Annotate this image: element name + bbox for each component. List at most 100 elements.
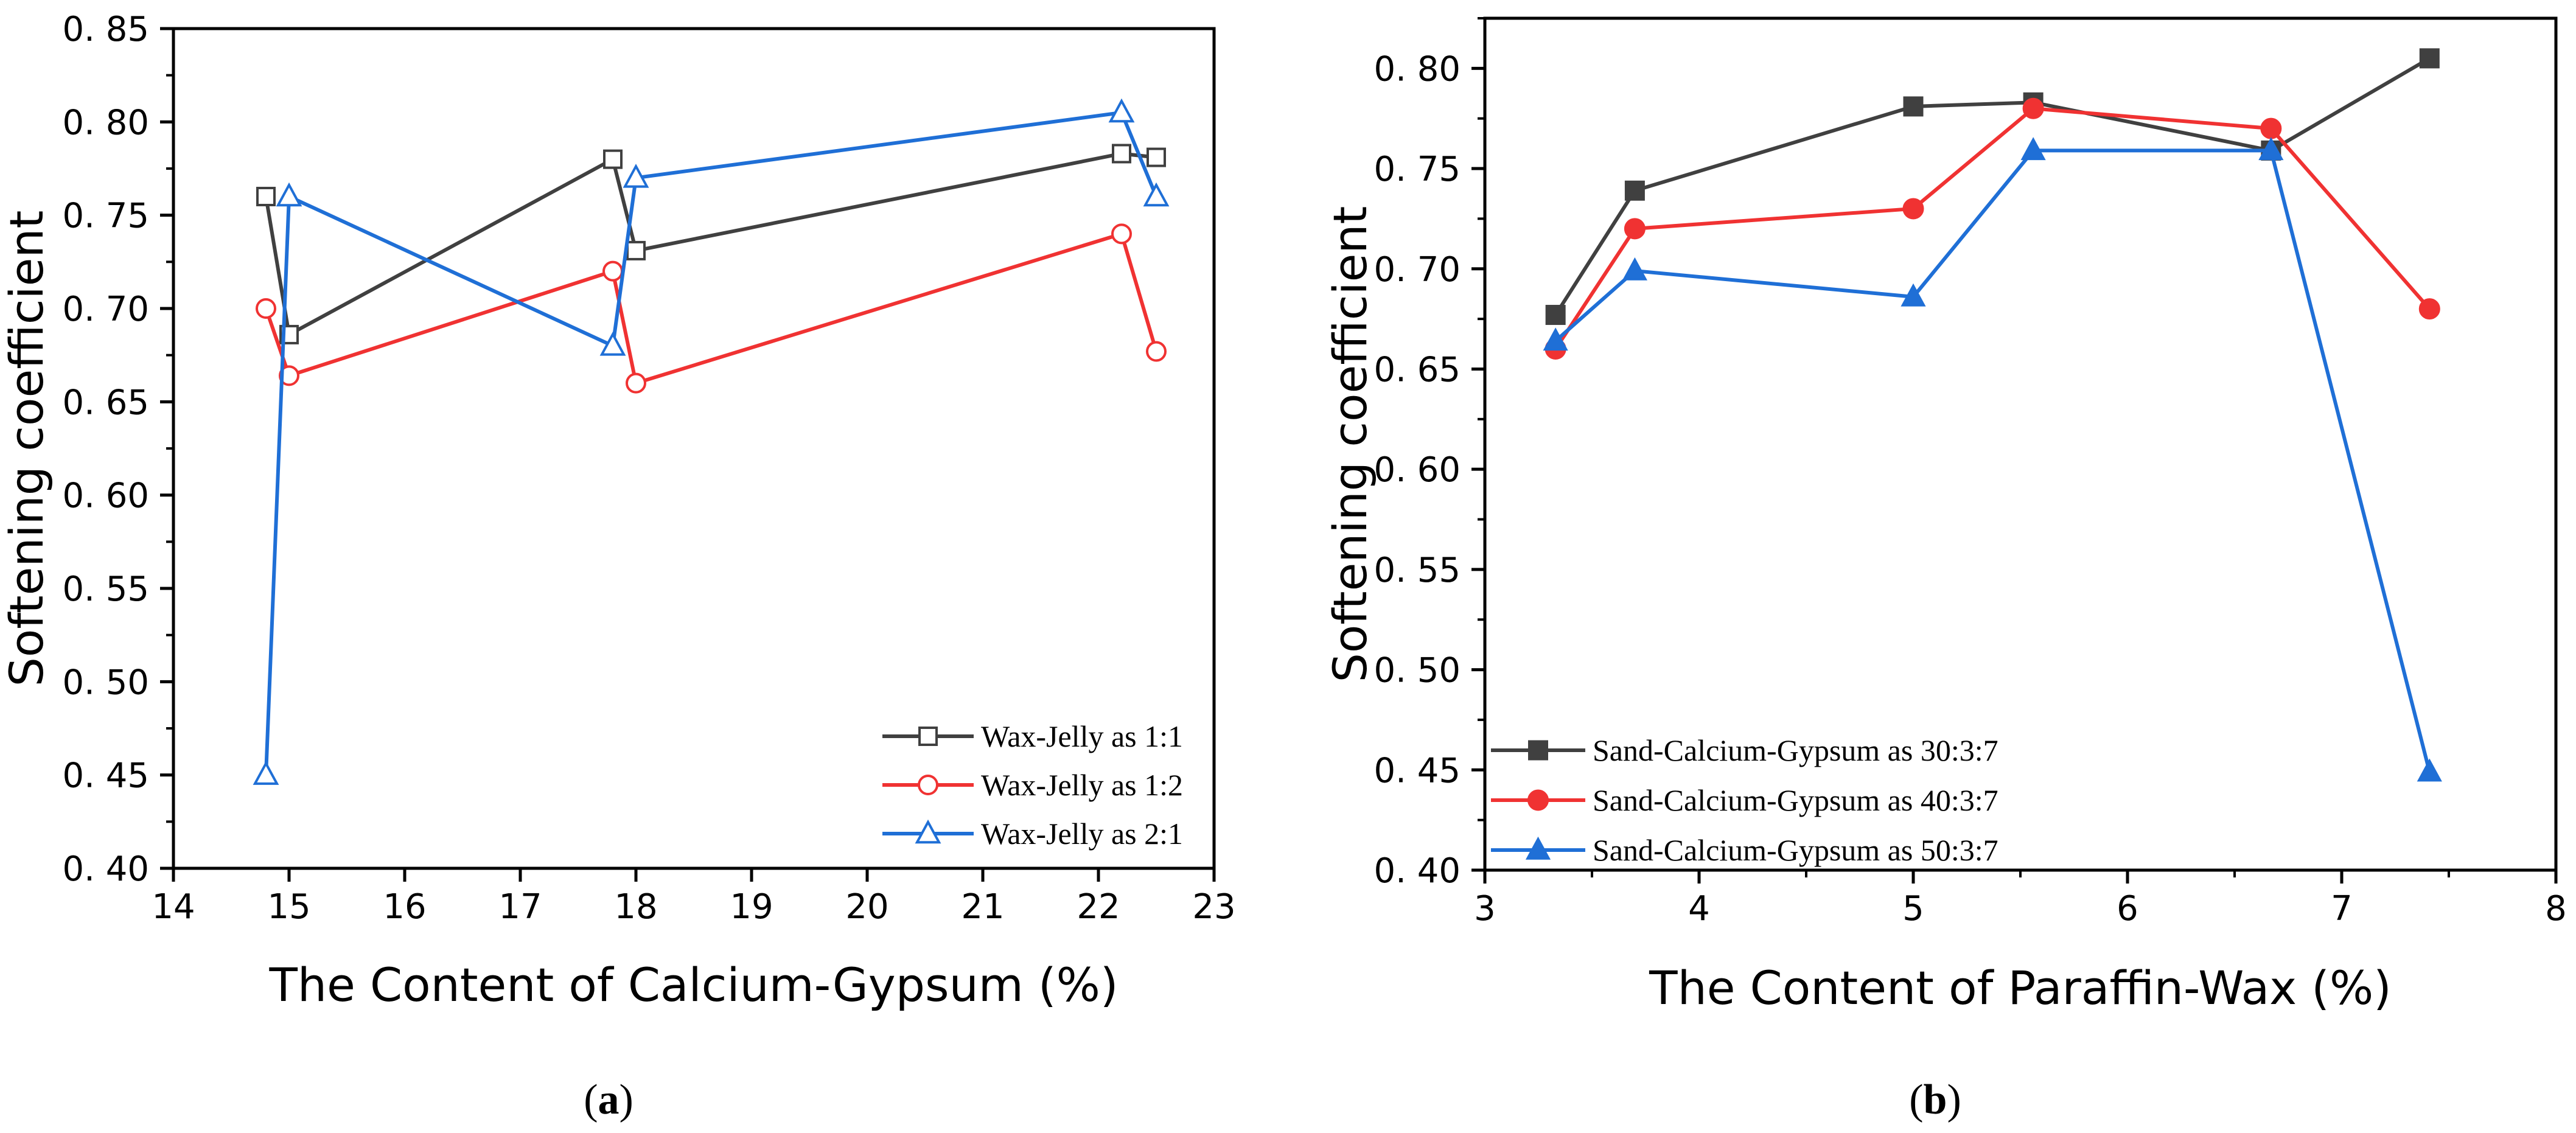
- panel-a-x-tick-labels: 14 15 16 17 18 19 20 21 22 23: [152, 887, 1235, 927]
- x-tick-label: 18: [614, 887, 657, 927]
- x-tick-label: 6: [2117, 889, 2138, 929]
- y-tick-label: 0. 40: [63, 849, 150, 889]
- data-point: [279, 365, 299, 386]
- y-tick-label: 0. 50: [63, 663, 150, 702]
- series-2: [1545, 97, 2440, 360]
- data-point: [2418, 298, 2440, 320]
- y-tick-label: 0. 80: [63, 103, 150, 142]
- x-tick-label: 15: [267, 887, 310, 927]
- y-tick-label: 0. 75: [1374, 150, 1461, 189]
- data-point: [2022, 97, 2044, 119]
- y-tick-label: 0. 70: [63, 290, 150, 329]
- x-tick-label: 16: [383, 887, 426, 927]
- x-tick-label: 8: [2545, 889, 2567, 929]
- x-tick-label: 22: [1077, 887, 1120, 927]
- panel-a-plot-frame: [172, 27, 1216, 870]
- x-tick-label: 14: [152, 887, 195, 927]
- data-point: [1901, 283, 1926, 307]
- legend-swatch-marker: [1525, 836, 1551, 860]
- legend-label: Wax-Jelly as 1:2: [981, 768, 1183, 802]
- y-tick-label: 0. 45: [1374, 751, 1461, 790]
- y-tick-label: 0. 55: [1374, 551, 1461, 590]
- legend-label: Wax-Jelly as 1:1: [981, 719, 1183, 753]
- legend-swatch-marker: [1527, 789, 1549, 811]
- data-point: [626, 240, 646, 260]
- data-point: [2417, 758, 2442, 782]
- x-tick-label: 19: [730, 887, 773, 927]
- data-point: [256, 298, 276, 319]
- legend-item: Wax-Jelly as 1:2: [882, 768, 1183, 802]
- legend-label: Sand-Calcium-Gypsum as 30:3:7: [1593, 733, 1998, 767]
- data-point: [1143, 182, 1170, 207]
- x-tick-label: 5: [1902, 889, 1924, 929]
- series-line: [1554, 106, 2431, 350]
- x-tick-label: 4: [1688, 889, 1710, 929]
- series-line: [1554, 57, 2431, 316]
- data-point: [599, 332, 626, 356]
- y-tick-label: 0. 55: [63, 570, 150, 609]
- y-tick-label: 0. 65: [1374, 350, 1461, 389]
- legend-item: Sand-Calcium-Gypsum as 40:3:7: [1491, 783, 1998, 817]
- y-tick-label: 0. 60: [63, 476, 150, 516]
- x-tick-label: 20: [845, 887, 888, 927]
- series-line: [264, 152, 1157, 336]
- legend-swatch-marker: [918, 727, 938, 746]
- panel-b-caption: (b): [1909, 1076, 1961, 1123]
- y-tick-label: 0. 40: [1374, 851, 1461, 891]
- panel-b-plot-frame: [1483, 16, 2558, 872]
- y-tick-label: 0. 50: [1374, 651, 1461, 691]
- series-3: [1543, 137, 2442, 782]
- legend-label: Sand-Calcium-Gypsum as 50:3:7: [1593, 833, 1998, 867]
- data-point: [1543, 327, 1568, 351]
- data-point: [2020, 137, 2046, 161]
- data-point: [1545, 305, 1566, 326]
- panel-b-y-tick-labels: 0. 40 0. 45 0. 50 0. 55 0. 60 0. 65 0. 70 0. 75…: [1374, 49, 1461, 891]
- legend-item: Wax-Jelly as 2:1: [882, 817, 1183, 851]
- series-line: [1554, 148, 2432, 773]
- data-point: [2419, 48, 2440, 69]
- legend-swatch-marker: [1528, 740, 1548, 761]
- data-point: [602, 260, 623, 282]
- data-point: [2260, 117, 2282, 139]
- panel-b-x-axis-title: The Content of Paraffin-Wax (%): [1649, 961, 2392, 1015]
- data-point: [1902, 198, 1924, 220]
- legend-swatch-marker: [918, 775, 938, 795]
- data-point: [623, 164, 649, 188]
- data-point: [1108, 98, 1135, 123]
- chart-panel-a: 14 15 16 17 18 19 20 21 22 23 0. 40 0. 45 0. 50 0. 5…: [0, 10, 1236, 1123]
- y-tick-label: 0. 65: [63, 383, 150, 422]
- legend-item: Sand-Calcium-Gypsum as 30:3:7: [1491, 733, 1998, 767]
- panel-a-y-axis-title: Softening coefficient: [0, 211, 54, 687]
- data-point: [253, 761, 279, 785]
- legend-item: Wax-Jelly as 1:1: [882, 719, 1183, 753]
- data-point: [1622, 257, 1647, 281]
- data-point: [276, 182, 302, 207]
- panel-b-y-axis-title: Softening coefficient: [1323, 206, 1377, 683]
- x-tick-label: 23: [1192, 887, 1235, 927]
- x-tick-label: 3: [1474, 889, 1496, 929]
- y-tick-label: 0. 80: [1374, 49, 1461, 89]
- legend-swatch-marker: [915, 819, 941, 844]
- data-point: [1147, 147, 1166, 167]
- x-tick-label: 17: [498, 887, 542, 927]
- panel-a-x-axis-title: The Content of Calcium-Gypsum (%): [269, 958, 1119, 1012]
- data-point: [603, 149, 623, 169]
- series-3: [253, 98, 1170, 785]
- panel-a-y-tick-labels: 0. 40 0. 45 0. 50 0. 55 0. 60 0. 65 0. 70 0. 75…: [63, 10, 150, 889]
- y-tick-label: 0. 85: [63, 10, 150, 49]
- series-2: [256, 223, 1167, 394]
- legend-label: Sand-Calcium-Gypsum as 40:3:7: [1593, 783, 1998, 817]
- y-tick-label: 0. 70: [1374, 250, 1461, 290]
- panel-b-x-tick-labels: 3 4 5 6 7 8: [1474, 889, 2567, 929]
- data-point: [1903, 96, 1924, 117]
- panel-b-legend: Sand-Calcium-Gypsum as 30:3:7 Sand-Calciu…: [1491, 733, 1998, 867]
- series-line: [264, 232, 1158, 385]
- panel-a-caption: (a): [584, 1076, 634, 1123]
- legend-label: Wax-Jelly as 2:1: [981, 817, 1183, 851]
- series-line: [264, 111, 1158, 775]
- y-tick-label: 0. 60: [1374, 450, 1461, 490]
- data-point: [1112, 144, 1131, 164]
- series-1: [1545, 48, 2440, 326]
